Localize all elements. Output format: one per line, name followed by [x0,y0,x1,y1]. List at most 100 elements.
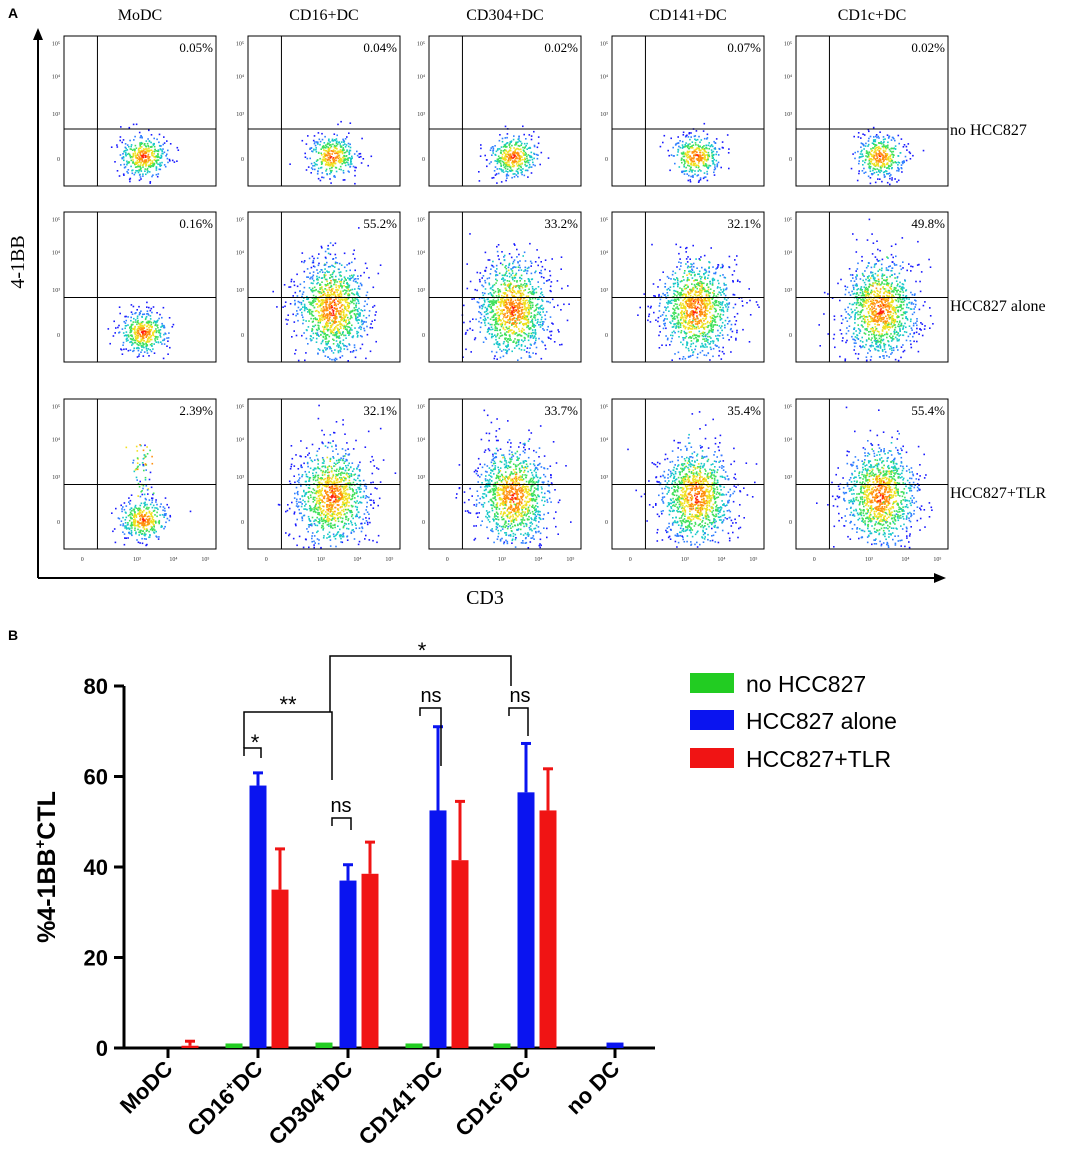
x-tick-label: 0 [629,557,632,563]
bar [517,792,535,1048]
scatter-cloud [478,125,550,184]
gate-percentage: 0.05% [179,40,213,55]
significance-bracket [331,817,352,830]
row-label: HCC827 alone [950,298,1046,315]
bar [271,889,289,1048]
flow-plot: 10⁵ 10⁴ 10³ 0 0.02% [784,35,949,187]
significance-label: ns [330,795,351,817]
gate-percentage: 33.2% [544,216,578,231]
legend-label: HCC827+TLR [746,746,891,772]
bar [181,1045,199,1048]
bar [606,1042,624,1048]
flow-plot: 10⁵ 10⁴ 10³ 0 0 10³ 10⁴ 10⁵ 2.39% [52,398,217,563]
y-tick-label: 10⁵ [417,218,425,224]
y-tick-label: 10⁴ [600,75,608,81]
bar [249,785,267,1048]
x-tick-label: 0 [446,557,449,563]
bar [225,1043,243,1048]
x-tick-label: CD16+DC [182,1055,268,1141]
y-tick-label: 10³ [600,112,608,118]
significance-label: ns [420,685,441,707]
flow-plot: 10⁵ 10⁴ 10³ 0 32.1% [600,211,765,363]
gate-percentage: 55.2% [363,216,397,231]
column-header: CD1c+DC [838,7,907,24]
plot-frame [428,211,582,363]
y-tick-label: 10³ [417,288,425,294]
legend-label: HCC827 alone [746,708,897,734]
significance-bracket [329,655,512,712]
gate-percentage: 0.07% [727,40,761,55]
y-tick-label: 0 [422,520,425,526]
y-tick-label: 0 [57,333,60,339]
column-header: CD141+DC [649,7,726,24]
y-tick-label: 10⁴ [784,438,792,444]
y-tick-label: 10³ [236,288,244,294]
plot-frame [795,211,949,363]
x-tick-label: CD304+DC [263,1055,358,1150]
column-header: MoDC [118,7,162,24]
bar [429,810,447,1048]
y-tick-label: 10³ [417,475,425,481]
plot-frame [247,211,401,363]
x-tick-label: 10⁴ [534,557,542,563]
x-tick-label: no DC [561,1056,625,1120]
y-tick-label: 10⁵ [52,405,60,411]
x-tick-label: 10⁵ [566,557,574,563]
flow-plot: 10⁵ 10⁴ 10³ 0 0.02% [417,35,582,187]
y-tick-label: 10⁵ [417,405,425,411]
row-label: HCC827+TLR [950,485,1046,502]
x-tick-label: 10⁵ [749,557,757,563]
scatter-cloud [461,233,570,361]
scatter-cloud [107,301,175,360]
x-tick-label: 10³ [498,557,506,563]
legend-swatch [690,673,734,693]
x-tick-label: CD1c+DC [450,1055,536,1141]
bar [339,880,357,1048]
legend-swatch [690,748,734,768]
y-tick-label: 10⁵ [600,42,608,48]
y-tick-label: 10³ [417,112,425,118]
y-tick-label: 0 [57,520,60,526]
y-tick-label: 0 [789,520,792,526]
y-tick-label: 0 [605,157,608,163]
flow-plot: 10⁵ 10⁴ 10³ 0 33.2% [417,211,582,363]
flow-cytometry-grid: MoDC CD16+DC CD304+DC CD141+DC CD1c+DC no HCC… [52,7,1047,563]
flow-plot: 10⁵ 10⁴ 10³ 0 0 10³ 10⁴ 10⁵ 35.4% [600,398,765,563]
gate-percentage: 2.39% [179,403,213,418]
column-header: CD16+DC [289,7,358,24]
panel-a-x-axis-label: CD3 [466,587,504,609]
y-tick-label: 10³ [236,112,244,118]
plot-frame [795,398,949,550]
y-tick-label: 10³ [784,475,792,481]
y-tick-label: 10⁴ [784,251,792,257]
y-tick-label: 10³ [600,475,608,481]
x-tick-label: 10³ [865,557,873,563]
y-tick-label: 0 [96,1036,108,1061]
bar [361,873,379,1048]
bar [405,1043,423,1048]
panel-a-y-arrowhead [33,28,43,40]
row-label: no HCC827 [950,122,1027,139]
y-tick-label: 10⁴ [236,251,244,257]
x-tick-label: 0 [265,557,268,563]
significance-label: ** [279,692,297,717]
y-tick-label: 10³ [52,475,60,481]
y-tick-label: 0 [605,333,608,339]
y-tick-label: 10³ [784,288,792,294]
gate-percentage: 33.7% [544,403,578,418]
plot-frame [63,211,217,363]
plot-frame [63,35,217,187]
legend-label: no HCC827 [746,671,866,697]
panel-a-x-arrowhead [934,573,946,583]
y-tick-label: 10⁵ [784,405,792,411]
y-tick-label: 80 [84,674,108,699]
gate-percentage: 0.02% [911,40,945,55]
y-tick-label: 10³ [784,112,792,118]
scatter-cloud [455,409,572,549]
flow-plot: 10⁵ 10⁴ 10³ 0 55.2% [236,211,401,363]
x-tick-label: MoDC [115,1056,178,1119]
scatter-cloud [110,123,180,184]
y-tick-label: 10⁵ [600,405,608,411]
x-tick-label: 10³ [133,557,141,563]
